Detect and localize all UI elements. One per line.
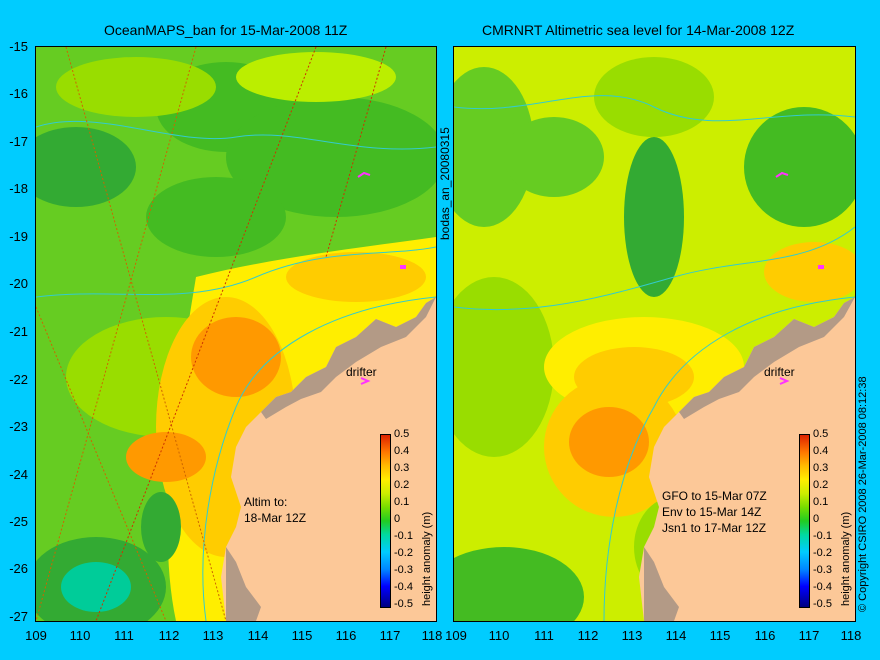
y-tick: -17: [9, 134, 28, 149]
colorbar-tick: -0.5: [813, 598, 832, 610]
x-tick: 109: [445, 628, 467, 643]
y-tick: -19: [9, 229, 28, 244]
left-colorbar-label: height anomaly (m): [421, 511, 433, 606]
colorbar-tick: 0.4: [394, 445, 410, 457]
y-tick: -22: [9, 372, 28, 387]
colorbar-tick: -0.3: [813, 564, 832, 576]
x-tick: 116: [754, 628, 776, 643]
colorbar-tick: -0.5: [394, 598, 413, 610]
x-tick: 112: [158, 628, 180, 643]
analysis-id-label: bodas_an_20080315: [438, 127, 452, 240]
y-tick: -20: [9, 276, 28, 291]
x-tick: 115: [291, 628, 313, 643]
y-tick: -23: [9, 419, 28, 434]
colorbar-tick: 0.4: [813, 445, 829, 457]
x-tick: 116: [335, 628, 357, 643]
colorbar-tick: 0.5: [813, 428, 829, 440]
x-tick: 117: [798, 628, 820, 643]
colorbar-tick: 0.5: [394, 428, 410, 440]
left-colorbar: [380, 434, 391, 608]
right-colorbar-label: height anomaly (m): [840, 511, 852, 606]
right-map-title: CMRNRT Altimetric sea level for 14-Mar-2…: [482, 22, 795, 38]
x-tick: 117: [379, 628, 401, 643]
y-tick: -27: [9, 609, 28, 624]
colorbar-tick: 0: [813, 513, 820, 525]
x-tick: 115: [709, 628, 731, 643]
colorbar-tick: -0.1: [813, 530, 832, 542]
colorbar-tick: -0.3: [394, 564, 413, 576]
x-tick: 113: [202, 628, 224, 643]
right-map-field: [454, 47, 855, 621]
x-tick: 112: [577, 628, 599, 643]
left-drifter-label: drifter: [346, 365, 377, 379]
right-colorbar: [799, 434, 810, 608]
left-map-field: [36, 47, 436, 621]
colorbar-tick: 0.1: [813, 496, 829, 508]
x-tick: 113: [621, 628, 643, 643]
colorbar-tick: 0: [394, 513, 401, 525]
y-tick: -26: [9, 561, 28, 576]
x-tick: 110: [488, 628, 510, 643]
y-tick: -18: [9, 181, 28, 196]
x-tick: 110: [69, 628, 91, 643]
left-map-panel: [35, 46, 437, 622]
copyright-label: © Copyright CSIRO 2008 26-Mar-2008 08:12…: [857, 376, 869, 612]
colorbar-tick: 0.2: [394, 479, 410, 491]
colorbar-tick: -0.4: [813, 581, 832, 593]
colorbar-tick: 0.2: [813, 479, 829, 491]
x-tick: 114: [247, 628, 269, 643]
y-tick: -15: [9, 39, 28, 54]
y-tick: -21: [9, 324, 28, 339]
colorbar-tick: 0.3: [394, 462, 410, 474]
right-map-panel: [453, 46, 856, 622]
left-altimetry-note: Altim to: 18-Mar 12Z: [244, 495, 307, 525]
colorbar-tick: -0.4: [394, 581, 413, 593]
colorbar-tick: -0.1: [394, 530, 413, 542]
right-drifter-label: drifter: [764, 365, 795, 379]
y-tick: -16: [9, 86, 28, 101]
y-tick: -24: [9, 467, 28, 482]
left-map-title: OceanMAPS_ban for 15-Mar-2008 11Z: [104, 22, 348, 38]
x-tick: 111: [534, 628, 554, 643]
x-tick: 114: [665, 628, 687, 643]
colorbar-tick: -0.2: [394, 547, 413, 559]
x-tick: 118: [840, 628, 862, 643]
colorbar-tick: 0.1: [394, 496, 410, 508]
colorbar-tick: -0.2: [813, 547, 832, 559]
x-tick: 109: [25, 628, 47, 643]
colorbar-tick: 0.3: [813, 462, 829, 474]
x-tick: 111: [114, 628, 134, 643]
y-tick: -25: [9, 514, 28, 529]
x-tick: 118: [421, 628, 443, 643]
right-altimetry-note: GFO to 15-Mar 07Z Env to 15-Mar 14Z Jsn1…: [662, 489, 767, 535]
